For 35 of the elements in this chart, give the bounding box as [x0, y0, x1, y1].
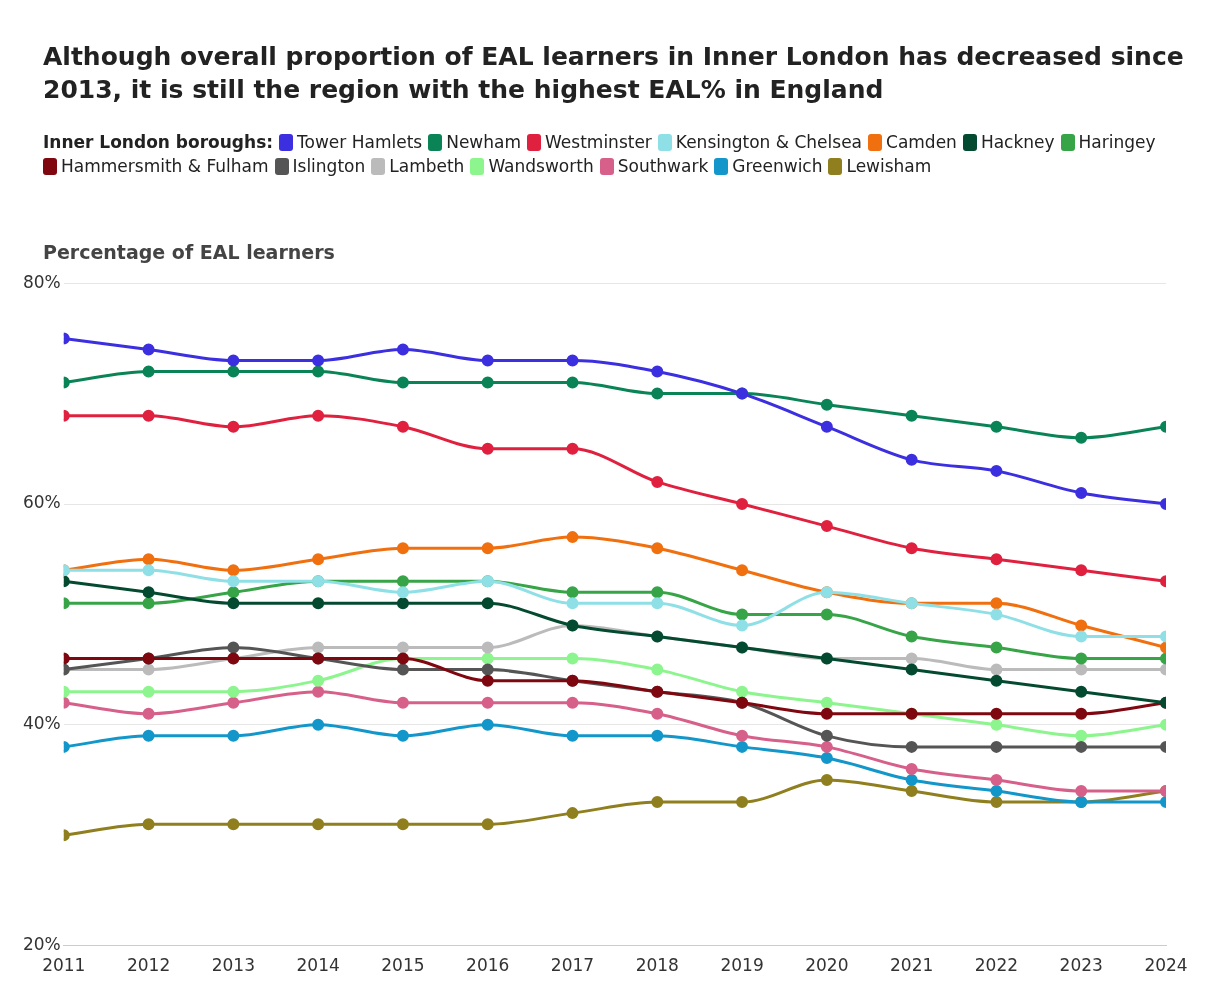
legend-label: Westminster — [545, 132, 652, 152]
y-tick-label: 60% — [22, 492, 61, 513]
x-tick-label: 2015 — [381, 955, 425, 976]
legend-label: Hammersmith & Fulham — [61, 156, 269, 176]
x-tick-label: 2013 — [211, 955, 255, 976]
chart-title: Although overall proportion of EAL learners in Inner London has decreased since 2013, it is still the region with the highest EAL% in England — [43, 41, 1185, 106]
x-tick-label: 2019 — [720, 955, 764, 976]
legend-label: Greenwich — [732, 156, 823, 176]
x-tick-label: 2022 — [974, 955, 1019, 976]
y-tick-label: 80% — [22, 271, 61, 292]
x-tick-label: 2012 — [126, 955, 171, 976]
x-tick-label: 2021 — [890, 955, 934, 976]
legend-label: Lambeth — [389, 156, 465, 176]
y-tick-label: 40% — [22, 713, 61, 734]
legend-label: Tower Hamlets — [297, 132, 423, 152]
y-tick-label: 20% — [22, 934, 61, 955]
legend-label: Newham — [446, 132, 522, 152]
legend-label: Lewisham — [846, 156, 932, 176]
legend-label: Southwark — [617, 156, 709, 176]
legend-label: Haringey — [1078, 132, 1156, 152]
x-tick-label: 2024 — [1144, 955, 1188, 976]
y-axis-title: Percentage of EAL learners — [43, 241, 335, 263]
legend-label: Camden — [886, 132, 957, 152]
x-tick-label: 2017 — [550, 955, 595, 976]
x-tick-label: 2020 — [805, 955, 849, 976]
x-tick-label: 2023 — [1059, 955, 1103, 976]
x-tick-label: 2014 — [296, 955, 340, 976]
legend-label: Hackney — [980, 132, 1055, 152]
legend-label: Wandsworth — [488, 156, 594, 176]
legend-label: Kensington & Chelsea — [675, 132, 863, 152]
x-tick-label: 2011 — [42, 955, 86, 976]
x-tick-label: 2016 — [466, 955, 510, 976]
legend-title: Inner London boroughs: — [43, 132, 274, 152]
legend-label: Islington — [292, 156, 366, 176]
x-tick-label: 2018 — [635, 955, 679, 976]
